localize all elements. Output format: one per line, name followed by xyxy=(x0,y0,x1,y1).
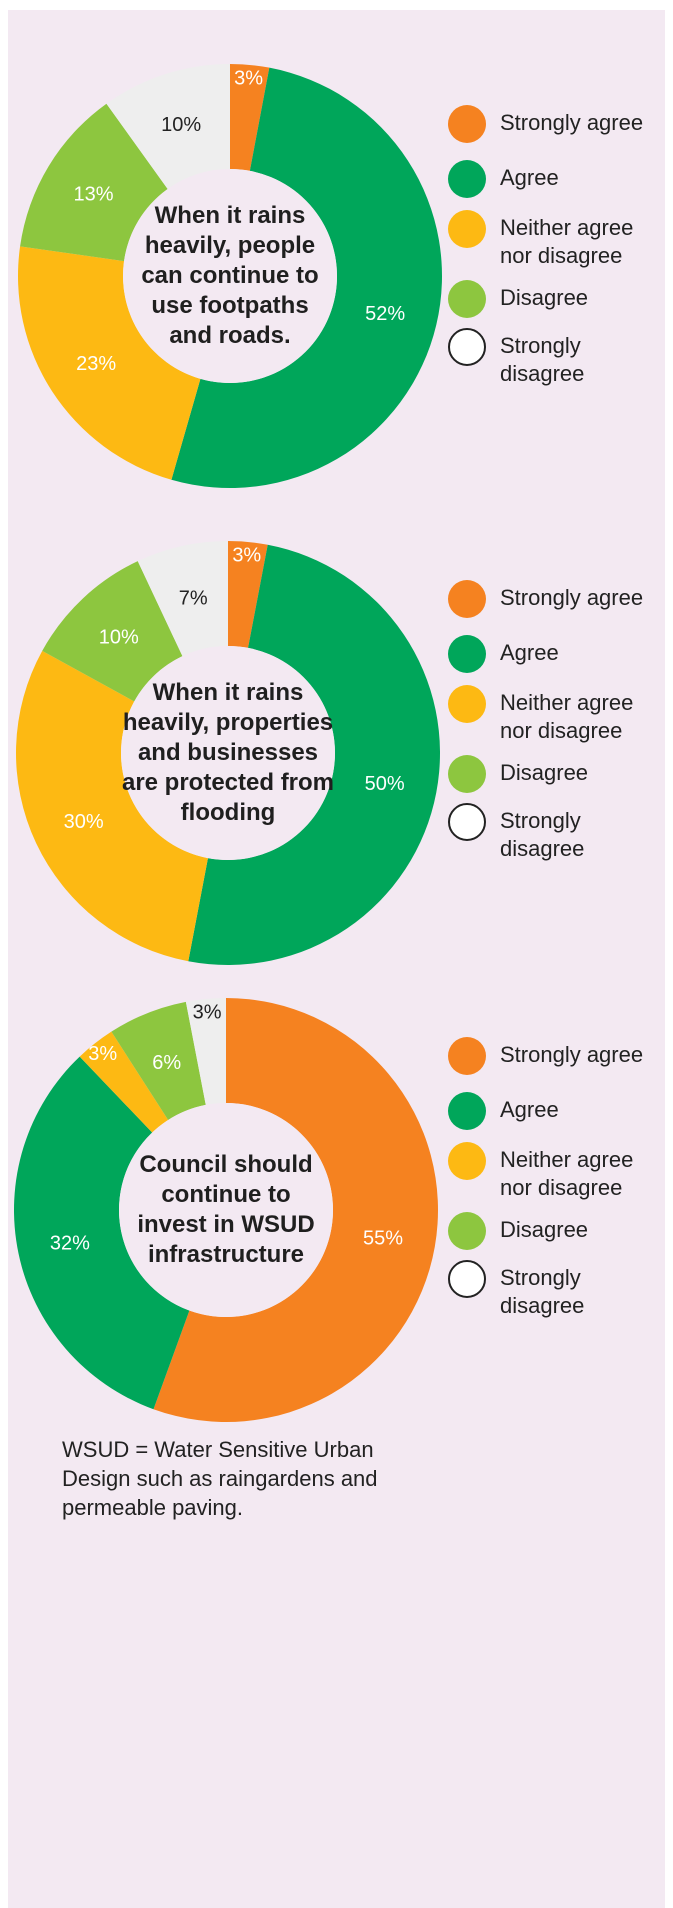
legend-swatch xyxy=(448,1037,486,1075)
legend-item: Strongly agree xyxy=(448,580,665,618)
legend-item: Strongly agree xyxy=(448,105,665,143)
infographic-panel: 3% 52% 23% 13% 10% When it rains heavily, pe… xyxy=(8,10,665,1908)
data-label: 52% xyxy=(365,303,405,325)
legend-label: Agree xyxy=(500,1097,559,1122)
donut-slice-agree xyxy=(188,544,440,965)
legend-label: Strongly agree xyxy=(500,110,644,135)
data-label: 32% xyxy=(50,1233,90,1255)
legend-label: Disagree xyxy=(500,285,589,310)
legend-swatch xyxy=(448,1092,486,1130)
donut-slice-disagree xyxy=(42,561,183,702)
data-label: 3% xyxy=(232,544,261,566)
donut-slice-strongly-disagree xyxy=(106,64,230,190)
legend-label: Strongly agree xyxy=(500,585,644,610)
legend-label: Agree xyxy=(500,640,559,665)
legend-swatch xyxy=(448,105,486,143)
legend-label: Strongly disagree xyxy=(500,333,585,386)
legend-swatch xyxy=(448,1142,486,1180)
donut-slice-strongly-agree xyxy=(230,64,270,171)
data-label: 3% xyxy=(193,1001,222,1023)
data-label: 3% xyxy=(88,1043,117,1065)
data-label: 30% xyxy=(64,811,104,833)
legend-label: Disagree xyxy=(500,1217,589,1242)
donut-slice-agree xyxy=(171,67,443,488)
donut-svg: 55% 32% 3% 6% 3% xyxy=(13,998,438,1422)
data-label: 10% xyxy=(99,627,139,649)
legend-item: Agree xyxy=(448,1092,665,1130)
legend-item: Strongly disagree xyxy=(448,1260,665,1320)
legend-swatch xyxy=(448,160,486,198)
donut-hole xyxy=(123,169,337,383)
legend-item: Disagree xyxy=(448,280,665,318)
legend-swatch xyxy=(448,635,486,673)
donut-slice-strongly-agree xyxy=(228,541,268,648)
donut-slice-disagree xyxy=(20,103,168,262)
donut-slice-agree xyxy=(13,1056,190,1410)
legend-label: Strongly disagree xyxy=(500,808,585,861)
legend-item: Neither agree nor disagree xyxy=(448,210,665,270)
legend-item: Disagree xyxy=(448,755,665,793)
legend-label: Agree xyxy=(500,165,559,190)
chart-title: Council should continue to invest in WSU… xyxy=(137,1151,315,1268)
legend-item: Strongly disagree xyxy=(448,328,665,388)
legend-item: Strongly disagree xyxy=(448,803,665,863)
donut-slice-strongly-disagree xyxy=(185,998,226,1105)
data-label: 10% xyxy=(161,114,201,136)
legend-label: Strongly agree xyxy=(500,1042,644,1067)
legend-label: Strongly disagree xyxy=(500,1265,585,1318)
legend-item: Disagree xyxy=(448,1212,665,1250)
donut-chart-wsud: 55% 32% 3% 6% 3% Council should continue to … xyxy=(8,992,665,1432)
legend-swatch xyxy=(448,210,486,248)
legend-swatch xyxy=(448,580,486,618)
chart-title: When it rains heavily, people can contin… xyxy=(141,202,319,349)
donut-slice-neither-agree-nor-disagree xyxy=(17,246,201,480)
legend-label: Disagree xyxy=(500,760,589,785)
data-label: 13% xyxy=(74,183,114,205)
donut-svg: 3% 52% 23% 13% 10% xyxy=(17,64,443,488)
legend-item: Neither agree nor disagree xyxy=(448,1142,665,1202)
data-label: 50% xyxy=(365,773,405,795)
legend-item: Agree xyxy=(448,160,665,198)
donut-slice-strongly-disagree xyxy=(137,541,228,657)
data-label: 23% xyxy=(76,353,116,375)
legend-item: Agree xyxy=(448,635,665,673)
legend-swatch xyxy=(448,803,486,841)
legend-swatch xyxy=(448,755,486,793)
legend-label: Neither agree nor disagree xyxy=(500,215,634,268)
data-label: 7% xyxy=(179,587,208,609)
legend-swatch xyxy=(448,328,486,366)
donut-slice-neither-agree-nor-disagree xyxy=(79,1031,169,1133)
donut-slice-neither-agree-nor-disagree xyxy=(15,650,208,962)
data-label: 6% xyxy=(152,1052,181,1074)
footnote: WSUD = Water Sensitive Urban Design such… xyxy=(62,1437,378,1520)
data-label: 55% xyxy=(363,1228,403,1250)
donut-slice-disagree xyxy=(111,1001,206,1120)
legend-item: Neither agree nor disagree xyxy=(448,685,665,745)
donut-hole xyxy=(119,1103,333,1317)
legend-swatch xyxy=(448,685,486,723)
chart-title: When it rains heavily, properties and bu… xyxy=(121,679,335,826)
donut-chart-footpaths: 3% 52% 23% 13% 10% When it rains heavily, pe… xyxy=(8,60,665,500)
legend-label: Neither agree nor disagree xyxy=(500,1147,634,1200)
legend-label: Neither agree nor disagree xyxy=(500,690,634,743)
donut-chart-flooding: 3% 50% 30% 10% 7% When it rains heavily, pro… xyxy=(8,535,665,975)
legend-swatch xyxy=(448,1212,486,1250)
donut-svg: 3% 50% 30% 10% 7% xyxy=(15,541,440,965)
donut-hole xyxy=(121,646,335,860)
legend-item: Strongly agree xyxy=(448,1037,665,1075)
legend-swatch xyxy=(448,1260,486,1298)
data-label: 3% xyxy=(234,67,263,89)
legend-swatch xyxy=(448,280,486,318)
donut-slice-strongly-agree xyxy=(153,998,438,1422)
